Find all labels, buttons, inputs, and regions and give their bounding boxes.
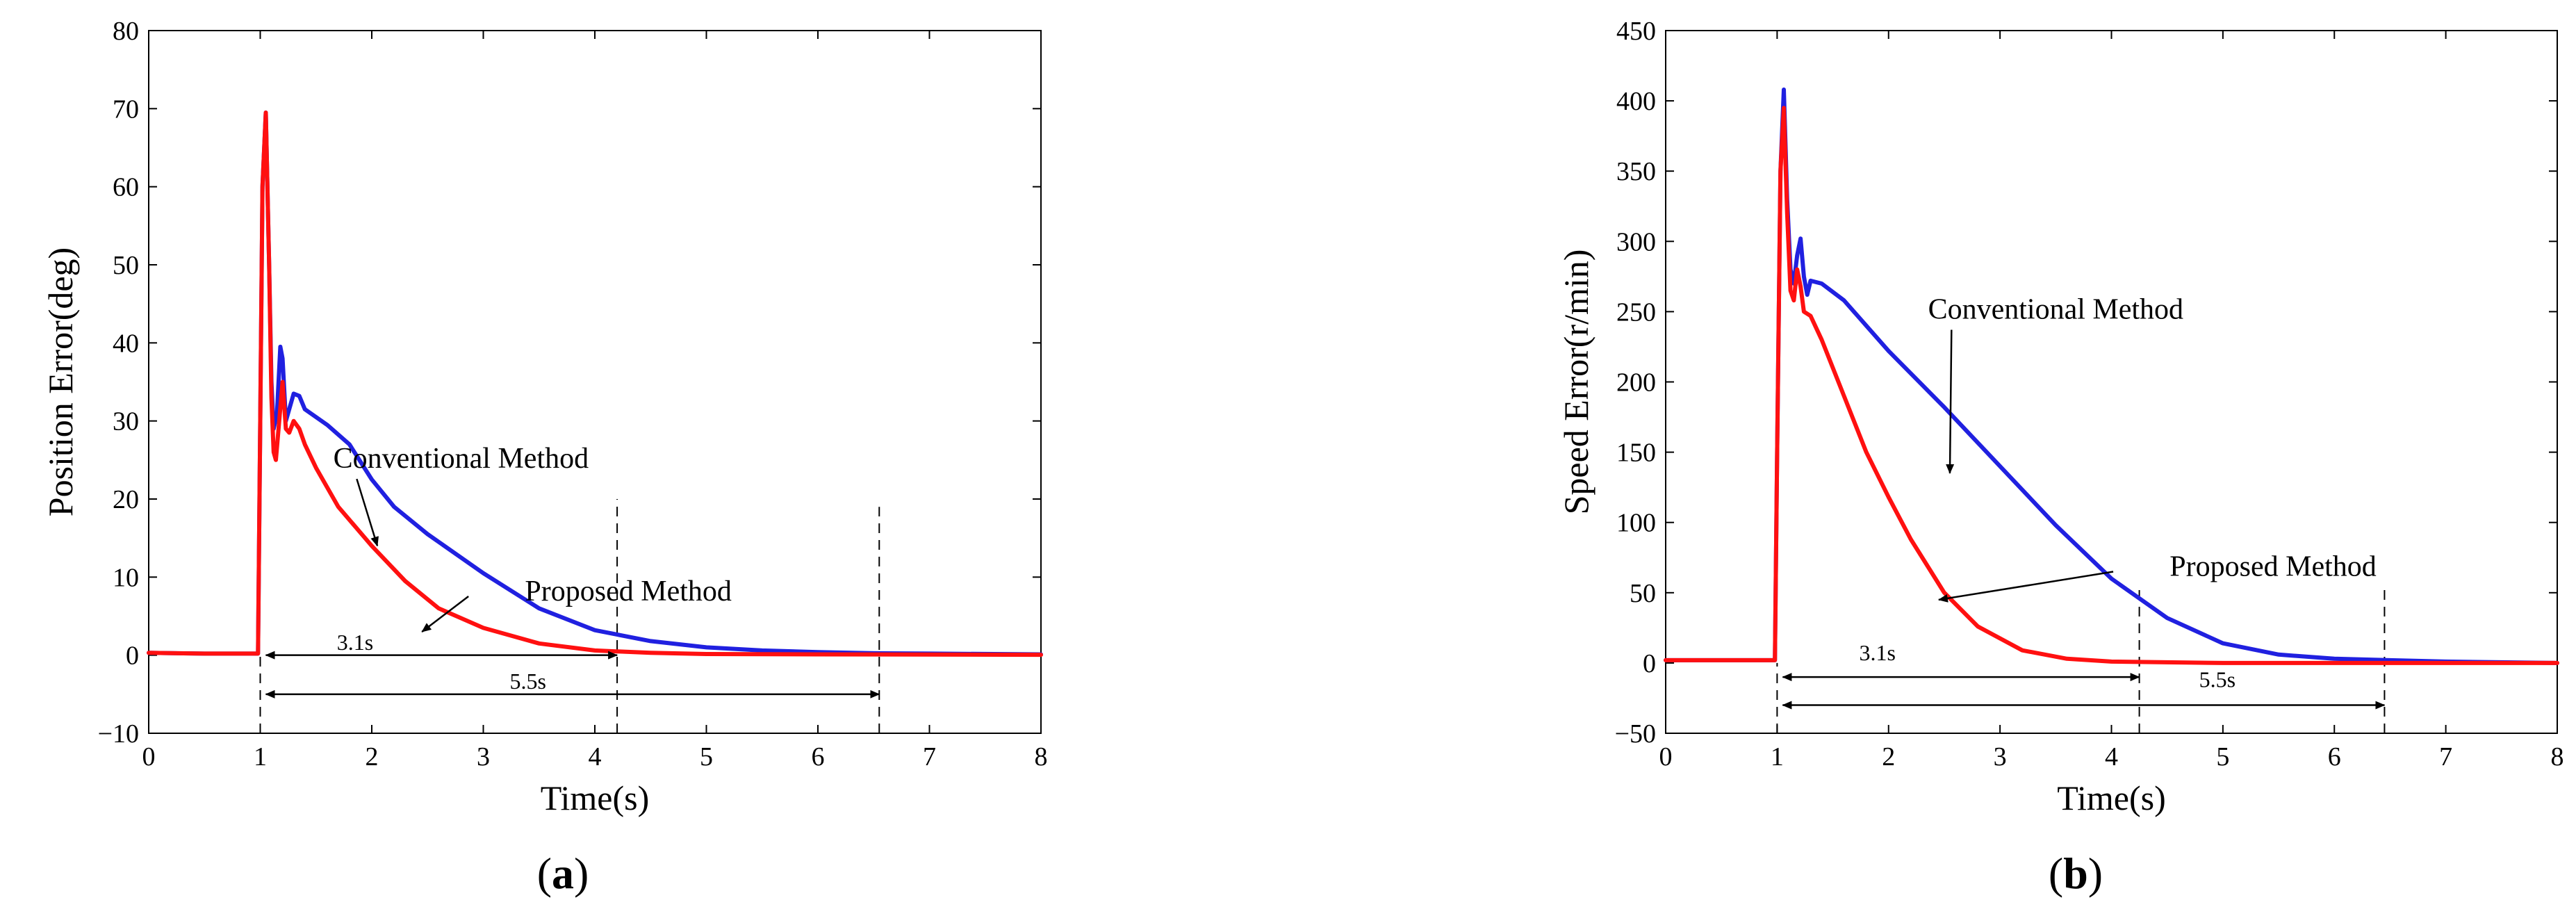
interval-label: 3.1s <box>337 630 373 655</box>
interval-label: 5.5s <box>2199 667 2235 692</box>
x-tick-label: 5 <box>700 742 713 771</box>
x-tick-label: 8 <box>1035 742 1048 771</box>
y-tick-label: 100 <box>1616 509 1656 538</box>
y-tick-label: 0 <box>1643 649 1656 678</box>
y-tick-label: 50 <box>113 251 139 280</box>
y-tick-label: 70 <box>113 95 139 124</box>
chart-position-error: 0 1 2 3 4 5 6 7 8−1001020304050607080Time(s)Posi… <box>41 17 1048 898</box>
x-tick-label: 0 <box>142 742 156 771</box>
y-tick-label: 50 <box>1630 579 1656 608</box>
chart-speed-error: 0 1 2 3 4 5 6 7 8−50050100150200250300350400450T… <box>1557 17 2564 898</box>
x-tick-label: 5 <box>2216 742 2229 771</box>
x-tick-label: 6 <box>812 742 825 771</box>
annotation-proposed-method: Proposed Method <box>525 575 732 607</box>
x-tick-label: 7 <box>923 742 936 771</box>
y-tick-label: 400 <box>1616 87 1656 116</box>
y-tick-label: 30 <box>113 407 139 436</box>
panel-label: (a) <box>537 849 589 898</box>
x-tick-label: 0 <box>1659 742 1673 771</box>
y-tick-label: 450 <box>1616 17 1656 46</box>
panel-label: (b) <box>2049 849 2103 898</box>
annotation-conventional-method: Conventional Method <box>1928 294 2183 326</box>
x-tick-label: 1 <box>254 742 267 771</box>
x-tick-label: 4 <box>2105 742 2118 771</box>
series-line-proposed <box>1664 106 2559 665</box>
y-tick-label: 10 <box>113 563 139 592</box>
x-axis-label: Time(s) <box>541 778 650 817</box>
axes-frame <box>1665 30 2558 734</box>
annotation-proposed-method: Proposed Method <box>2169 551 2377 583</box>
x-axis-label: Time(s) <box>2057 778 2166 817</box>
series-line-conventional <box>1664 87 2559 665</box>
y-axis-label: Position Error(deg) <box>41 247 80 516</box>
x-tick-label: 8 <box>2551 742 2564 771</box>
annotation-conventional-method: Conventional Method <box>334 443 589 475</box>
annotation-arrow <box>1937 571 2114 603</box>
y-tick-label: 300 <box>1616 227 1656 256</box>
annotation-arrow <box>1946 329 1955 474</box>
y-tick-label: −10 <box>98 719 139 749</box>
panel-label-letter: b <box>2063 849 2088 898</box>
annotation-arrow <box>356 478 379 547</box>
y-tick-label: 80 <box>113 17 139 46</box>
annotation-arrow <box>421 596 469 632</box>
x-tick-label: 3 <box>477 742 490 771</box>
y-tick-label: −50 <box>1615 719 1656 749</box>
y-tick-label: 200 <box>1616 368 1656 398</box>
y-axis-label: Speed Error(r/min) <box>1557 250 1595 515</box>
x-tick-label: 1 <box>1771 742 1784 771</box>
y-tick-label: 350 <box>1616 157 1656 186</box>
x-tick-label: 2 <box>366 742 379 771</box>
y-tick-label: 60 <box>113 173 139 202</box>
x-tick-label: 6 <box>2328 742 2341 771</box>
y-tick-label: 0 <box>126 642 139 671</box>
panel-label-letter: a <box>552 849 574 898</box>
interval-label: 3.1s <box>1859 640 1895 665</box>
y-tick-label: 250 <box>1616 297 1656 327</box>
y-tick-label: 40 <box>113 329 139 358</box>
x-tick-label: 3 <box>1994 742 2007 771</box>
series-line-proposed <box>147 111 1043 657</box>
y-tick-label: 150 <box>1616 439 1656 468</box>
x-tick-label: 4 <box>589 742 602 771</box>
x-tick-label: 7 <box>2439 742 2452 771</box>
x-tick-label: 2 <box>1882 742 1895 771</box>
y-tick-label: 20 <box>113 485 139 514</box>
interval-label: 5.5s <box>509 669 545 694</box>
